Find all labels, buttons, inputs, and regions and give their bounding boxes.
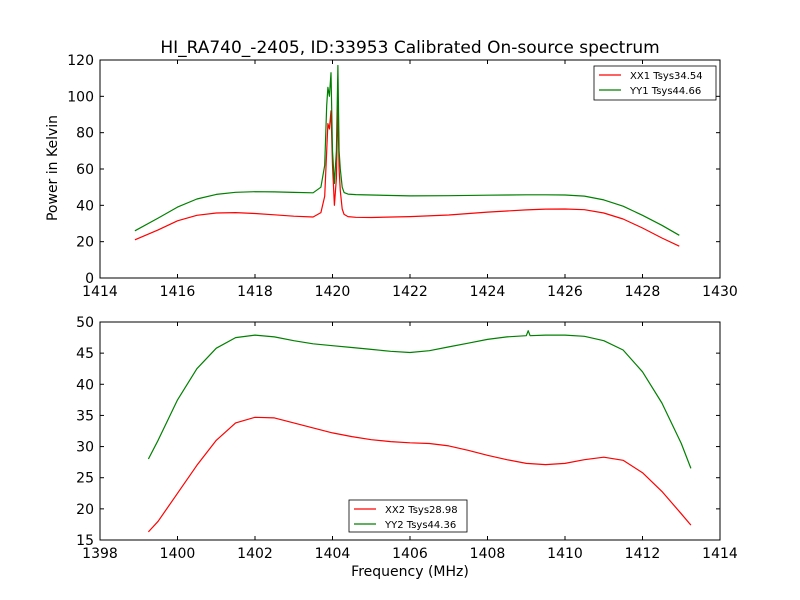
y-tick-label: 20 <box>76 502 94 518</box>
x-tick-label: 1402 <box>237 546 273 562</box>
y-tick-label: 40 <box>76 377 94 393</box>
legend-label: XX1 Tsys34.54 <box>630 71 703 82</box>
x-tick-label: 1414 <box>82 284 118 300</box>
x-tick-label: 1408 <box>470 546 506 562</box>
x-tick-label: 1416 <box>160 284 196 300</box>
x-tick-label: 1414 <box>702 546 738 562</box>
x-tick-label: 1400 <box>160 546 196 562</box>
x-tick-label: 1406 <box>392 546 428 562</box>
series-line-1 <box>134 104 680 247</box>
legend-box <box>593 65 717 101</box>
legend: XX2 Tsys28.98 YY2 Tsys44.36 <box>348 499 468 533</box>
x-tick-label: 1398 <box>82 546 118 562</box>
x-tick-label: 1422 <box>392 284 428 300</box>
series-line-2 <box>147 330 692 469</box>
y-tick-label: 100 <box>67 89 94 105</box>
x-tick-label: 1430 <box>702 284 738 300</box>
bottom-spectrum-panel: 1398 1400 1402 1404 1406 1408 1410 1412 1414 15 20… <box>76 315 738 562</box>
y-tick-label: 45 <box>76 346 94 362</box>
y-tick-label: 35 <box>76 408 94 424</box>
x-tick-label: 1424 <box>470 284 506 300</box>
series-line-1 <box>147 416 692 533</box>
y-tick-label: 40 <box>76 198 94 214</box>
legend-box <box>348 499 468 533</box>
y-tick-label: 25 <box>76 471 94 487</box>
y-tick-label: 50 <box>76 315 94 331</box>
y-tick-label: 30 <box>76 440 94 456</box>
x-tick-label: 1404 <box>315 546 351 562</box>
legend-label: YY2 Tsys44.36 <box>384 520 456 531</box>
y-tick-label: 0 <box>85 271 94 287</box>
x-tick-label: 1418 <box>237 284 273 300</box>
y-tick-label: 120 <box>67 53 94 69</box>
legend-label: XX2 Tsys28.98 <box>385 505 458 516</box>
y-tick-label: 20 <box>76 235 94 251</box>
top-spectrum-panel: 1414 1416 1418 1420 1422 1424 1426 1428 1430 0 20 4… <box>67 53 738 300</box>
series-line-2 <box>134 64 680 236</box>
legend-label: YY1 Tsys44.66 <box>629 86 701 97</box>
x-axis-label: Frequency (MHz) <box>351 564 469 580</box>
y-tick-label: 60 <box>76 162 94 178</box>
legend: XX1 Tsys34.54 YY1 Tsys44.66 <box>593 65 717 101</box>
chart-title: HI_RA740_-2405, ID:33953 Calibrated On-s… <box>160 38 659 58</box>
x-tick-label: 1420 <box>315 284 351 300</box>
y-axis-label: Power in Kelvin <box>45 115 61 221</box>
y-tick-label: 80 <box>76 126 94 142</box>
y-tick-label: 15 <box>76 533 94 549</box>
x-tick-label: 1412 <box>625 546 661 562</box>
x-tick-label: 1410 <box>547 546 583 562</box>
x-tick-label: 1426 <box>547 284 583 300</box>
x-tick-label: 1428 <box>625 284 661 300</box>
